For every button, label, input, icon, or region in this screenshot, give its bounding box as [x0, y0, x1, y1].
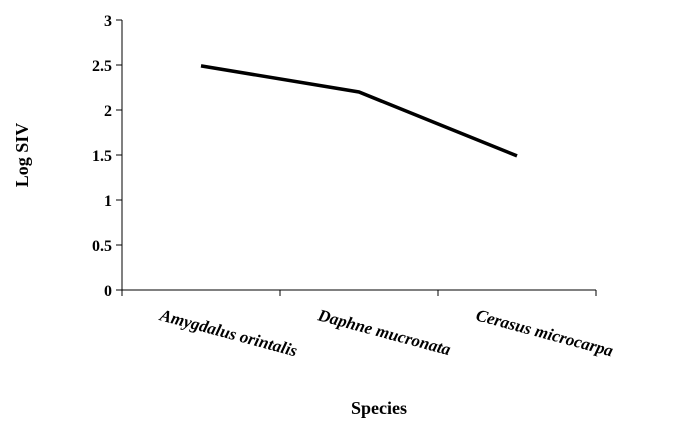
- x-tick-labels: Amygdalus orintalis Daphne mucronata Ceras…: [157, 305, 616, 360]
- series-group: [200, 64, 518, 158]
- x-axis-title: Species: [351, 398, 407, 418]
- x-tick-label: Amygdalus orintalis: [157, 305, 300, 360]
- y-tick-label: 0.5: [92, 238, 112, 255]
- y-axis-ticks: 0 0.5 1 1.5 2 2.5 3: [92, 13, 122, 300]
- x-tick-label: Cerasus microcarpa: [474, 306, 616, 361]
- y-tick-label: 1: [104, 193, 112, 210]
- y-tick-label: 1.5: [92, 148, 112, 165]
- series-line: [200, 64, 518, 158]
- y-tick-label: 0: [104, 283, 112, 300]
- x-tick-label: Daphne mucronata: [315, 305, 453, 359]
- y-tick-label: 2.5: [92, 58, 112, 75]
- y-tick-label: 2: [104, 103, 112, 120]
- y-tick-label: 3: [104, 13, 112, 30]
- y-axis-title: Log SIV: [12, 123, 32, 188]
- x-axis-ticks: [121, 290, 597, 296]
